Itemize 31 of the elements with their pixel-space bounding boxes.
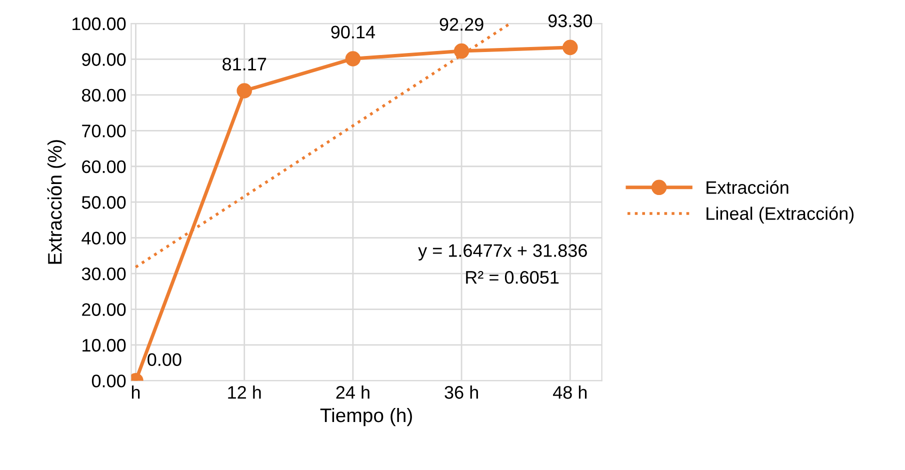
y-tick-label: 10.00 — [82, 338, 126, 352]
data-label: 81.17 — [222, 58, 266, 71]
x-tick-label: 48 h — [552, 386, 587, 399]
data-label: 90.14 — [331, 26, 376, 38]
annotation: R² = 0.6051 — [466, 270, 559, 284]
y-tick-label: 0.00 — [92, 374, 126, 388]
x-tick-label: 12 h — [228, 386, 261, 399]
y-tick-label: 50.00 — [82, 196, 126, 209]
y-tick-label: 90.00 — [82, 53, 126, 66]
y-tick-label: 80.00 — [82, 88, 126, 102]
y-tick-label: 70.00 — [82, 124, 126, 138]
data-label: 0.00 — [148, 353, 182, 366]
x-tick-label: 36 h — [444, 386, 478, 399]
point — [345, 51, 361, 66]
y-tick-label: 20.00 — [82, 303, 126, 316]
y-tick-label: 40.00 — [82, 232, 126, 245]
y-axis-title: Extracción (%) — [47, 140, 66, 264]
point — [562, 40, 578, 56]
data-label: 92.29 — [440, 18, 484, 31]
point — [236, 83, 252, 98]
x-tick-label: 24 h — [336, 386, 370, 399]
legend-label: Extracción — [706, 180, 788, 194]
y-tick-label: 60.00 — [82, 160, 126, 174]
y-tick-label: 30.00 — [82, 267, 126, 280]
x-axis-title: Tiempo (h) — [320, 408, 412, 426]
data-label: 93.30 — [548, 14, 592, 28]
legend-label: Lineal (Extracción) — [706, 206, 854, 224]
x-tick-label: h — [132, 386, 140, 399]
y-tick-label: 100.00 — [72, 17, 126, 30]
annotation: y = 1.6477x + 31.836 — [418, 244, 587, 261]
point — [454, 43, 470, 59]
